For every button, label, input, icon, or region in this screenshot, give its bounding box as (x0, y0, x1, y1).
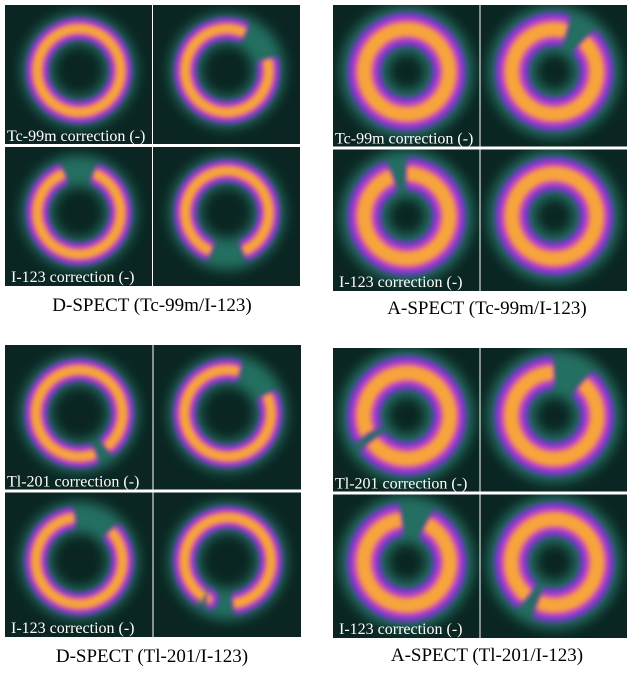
ring-layer (179, 512, 276, 609)
ring-layer (357, 22, 456, 121)
ring-layer (179, 365, 276, 462)
spect-image (480, 494, 627, 638)
image-panel: Tl-201 correction (-) I-123 correction (-… (5, 345, 302, 667)
ring (169, 154, 285, 271)
ring (340, 150, 473, 283)
spect-image (480, 348, 627, 492)
spect-image (153, 492, 301, 637)
ring (21, 154, 137, 271)
spect-image (333, 348, 480, 492)
ring (20, 501, 139, 620)
ring (488, 150, 621, 283)
image-panel: Tc-99m correction (-) I-123 correction (-… (5, 5, 301, 316)
ring-layer (504, 365, 605, 466)
ring-layer (31, 512, 128, 609)
ring (488, 5, 621, 138)
ring-layer (356, 512, 457, 613)
ring (20, 354, 139, 473)
ring (169, 12, 285, 129)
caption: A-SPECT (Tc-99m/I-123) (387, 298, 586, 319)
ring (168, 354, 287, 473)
image-label: I-123 correction (-) (339, 274, 463, 291)
caption: D-SPECT (Tl-201/I-123) (56, 646, 248, 667)
caption: A-SPECT (Tl-201/I-123) (391, 645, 583, 666)
ring (340, 5, 473, 138)
image-label: Tc-99m correction (-) (7, 128, 145, 145)
image-panel: Tl-201 correction (-) I-123 correction (-… (333, 348, 628, 666)
caption: D-SPECT (Tc-99m/I-123) (52, 295, 251, 316)
spect-image (5, 147, 152, 286)
ring (487, 348, 622, 483)
spect-image (153, 147, 300, 286)
spect-image (5, 5, 152, 144)
image-label: I-123 correction (-) (11, 620, 135, 637)
image-label: I-123 correction (-) (11, 269, 135, 286)
ring-layer (32, 166, 126, 259)
spect-image (333, 149, 480, 291)
ring-layer (32, 24, 126, 117)
ring (21, 12, 137, 129)
ring-layer (357, 167, 456, 266)
ring-layer (505, 167, 604, 266)
image-panel: Tc-99m correction (-) I-123 correction (-… (333, 5, 628, 319)
ring-layer (180, 166, 274, 259)
ring (339, 495, 474, 630)
spect-image (480, 149, 627, 291)
spect-image (153, 345, 301, 490)
ring-layer (356, 365, 457, 466)
ring (168, 501, 287, 620)
ring (339, 348, 474, 483)
image-label: I-123 correction (-) (339, 621, 463, 638)
image-label: Tl-201 correction (-) (7, 474, 139, 491)
spect-image (5, 492, 153, 637)
image-label: Tl-201 correction (-) (335, 476, 467, 493)
ring-layer (31, 365, 128, 462)
image-label: Tc-99m correction (-) (335, 131, 473, 148)
spect-image (5, 345, 153, 490)
spect-image (480, 5, 627, 147)
spect-image (333, 494, 480, 638)
ring (487, 495, 622, 630)
spect-image (333, 5, 480, 147)
spect-image (153, 5, 300, 144)
ring-layer (504, 512, 605, 613)
ring-layer (180, 24, 274, 117)
